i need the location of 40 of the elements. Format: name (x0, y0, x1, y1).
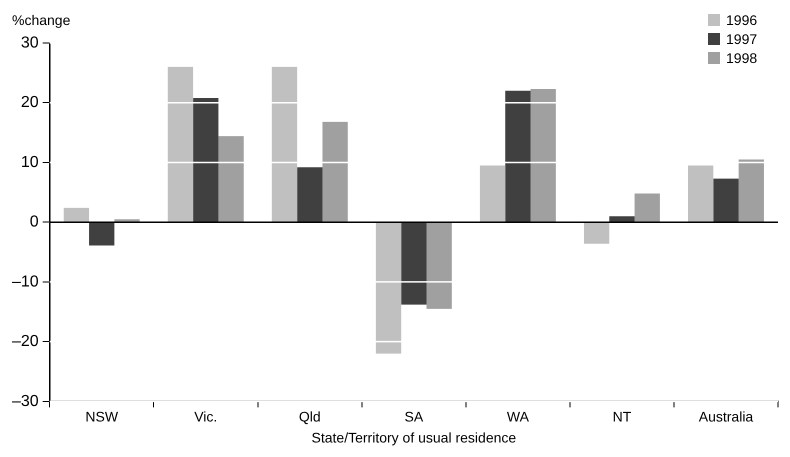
x-tick-label: Vic. (194, 408, 218, 425)
bar (609, 216, 635, 222)
bar (168, 66, 194, 222)
x-tick-label: WA (506, 408, 530, 425)
x-tick-label: NT (612, 408, 632, 425)
y-axis-title: %change (12, 12, 71, 28)
y-tick-label: –10 (12, 273, 39, 290)
bar (505, 90, 531, 222)
bar (480, 165, 506, 222)
bar (193, 98, 218, 222)
legend-label: 1997 (726, 30, 758, 47)
y-tick-label: 0 (30, 214, 39, 231)
bar (688, 165, 714, 222)
x-tick-label: Australia (698, 408, 754, 425)
bar (64, 208, 90, 222)
bar (272, 66, 298, 222)
x-tick-label: NSW (85, 408, 119, 425)
bar (114, 219, 140, 222)
y-tick-label: 30 (20, 34, 39, 52)
legend-label: 1996 (726, 12, 758, 28)
bar (218, 136, 244, 222)
bar (426, 222, 452, 309)
y-tick-label: –30 (12, 392, 39, 410)
bar (297, 167, 322, 222)
bar (530, 88, 556, 222)
bar (584, 222, 610, 244)
bar (89, 222, 114, 246)
bar (322, 122, 348, 222)
x-tick-label: Qld (298, 408, 321, 425)
y-tick-label: –20 (12, 333, 39, 350)
bar (376, 222, 402, 354)
y-tick-label: 20 (20, 94, 39, 112)
legend-label: 1998 (726, 50, 758, 66)
x-axis-title: State/Territory of usual residence (312, 429, 516, 446)
bar (401, 222, 427, 305)
bar (738, 159, 764, 222)
bar (713, 178, 739, 222)
y-tick-label: 10 (20, 154, 39, 171)
bar (634, 194, 660, 222)
x-tick-label: SA (404, 408, 424, 425)
